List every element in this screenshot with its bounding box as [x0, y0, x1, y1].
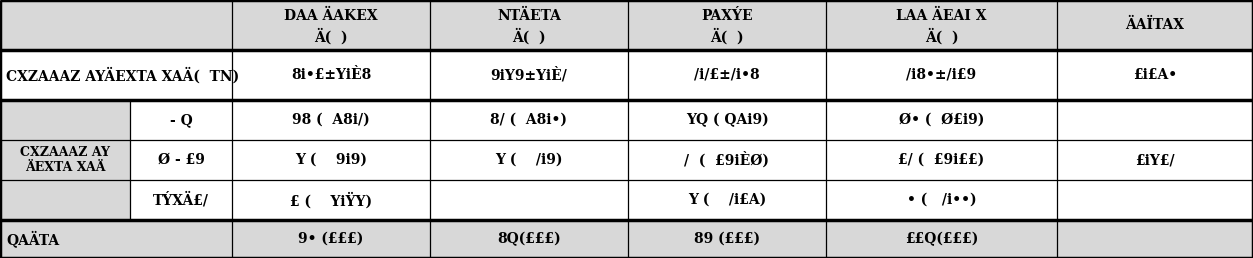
Text: 9iY9±YiÈ/: 9iY9±YiÈ/ [491, 67, 568, 83]
Text: CXZAAAZ AYÄEXTA XAÄ(  TN): CXZAAAZ AYÄEXTA XAÄ( TN) [6, 67, 239, 83]
Bar [130, 180, 232, 220]
Bar [232, 140, 430, 180]
Bar [130, 140, 232, 180]
Bar [430, 100, 628, 140]
Bar [826, 100, 1058, 140]
Bar [1058, 100, 1253, 140]
Text: Ä(  ): Ä( ) [925, 28, 959, 44]
Bar [628, 100, 826, 140]
Text: CXZAAAZ AY
ÄEXTA XAÄ: CXZAAAZ AY ÄEXTA XAÄ [20, 146, 110, 174]
Text: Ä(  ): Ä( ) [710, 28, 744, 44]
Bar [0, 220, 232, 258]
Text: PAXÝE: PAXÝE [702, 9, 753, 23]
Bar [232, 220, 430, 258]
Text: YQ ( QAi9): YQ ( QAi9) [685, 113, 768, 127]
Bar [826, 220, 1058, 258]
Text: Ø• (  Ø£i9): Ø• ( Ø£i9) [898, 113, 984, 127]
Bar [628, 140, 826, 180]
Bar [430, 220, 628, 258]
Text: 89 (£££): 89 (£££) [694, 232, 761, 246]
Text: LAA ÄEAI X: LAA ÄEAI X [896, 9, 987, 23]
Text: DAA ÄAKEX: DAA ÄAKEX [284, 9, 378, 23]
Text: 9• (£££): 9• (£££) [298, 232, 363, 246]
Bar [430, 0, 628, 50]
Bar [628, 180, 826, 220]
Bar [0, 50, 232, 100]
Text: 8/ (  A8i•): 8/ ( A8i•) [490, 113, 568, 127]
Text: Y (    /i£A): Y ( /i£A) [688, 193, 766, 207]
Bar [1058, 140, 1253, 180]
Bar [628, 220, 826, 258]
Bar [628, 0, 826, 50]
Text: Ä(  ): Ä( ) [315, 28, 348, 44]
Text: £ (    YiŸY): £ ( YiŸY) [289, 192, 372, 208]
Bar [1058, 0, 1253, 50]
Bar [826, 0, 1058, 50]
Bar [826, 50, 1058, 100]
Text: Y (    9i9): Y ( 9i9) [294, 153, 367, 167]
Bar [232, 0, 430, 50]
Text: /  (  £9iÈØ): / ( £9iÈØ) [684, 152, 769, 168]
Text: Y (    /i9): Y ( /i9) [495, 153, 563, 167]
Text: • (   /i••): • ( /i••) [907, 193, 976, 207]
Bar [232, 50, 430, 100]
Text: ÄAÏTAX: ÄAÏTAX [1125, 18, 1184, 32]
Text: TÝXÄ£/: TÝXÄ£/ [153, 192, 209, 208]
Bar [0, 0, 232, 50]
Bar [826, 140, 1058, 180]
Text: 8Q(£££): 8Q(£££) [497, 232, 561, 246]
Bar [1058, 220, 1253, 258]
Text: £/ (  £9i££): £/ ( £9i££) [898, 153, 985, 167]
Text: /i8•±/i£9: /i8•±/i£9 [906, 68, 976, 82]
Text: ££Q(£££): ££Q(£££) [905, 232, 979, 246]
Text: 98 (  A8i/): 98 ( A8i/) [292, 113, 370, 127]
Bar [1058, 50, 1253, 100]
Text: - Q: - Q [169, 113, 193, 127]
Bar [232, 180, 430, 220]
Text: Ø - £9: Ø - £9 [158, 153, 204, 167]
Text: QAÄTA: QAÄTA [6, 230, 59, 247]
Text: £i£A•: £i£A• [1133, 68, 1177, 82]
Bar [430, 50, 628, 100]
Text: NTÄETA: NTÄETA [497, 9, 561, 23]
Bar [826, 180, 1058, 220]
Bar [628, 50, 826, 100]
Bar [1058, 180, 1253, 220]
Text: £iY£/: £iY£/ [1135, 153, 1175, 167]
Text: 8i•£±YiÈ8: 8i•£±YiÈ8 [291, 68, 371, 82]
Bar [232, 100, 430, 140]
Bar [0, 100, 130, 220]
Bar [430, 140, 628, 180]
Text: Ä(  ): Ä( ) [512, 28, 546, 44]
Text: /i/£±/i•8: /i/£±/i•8 [694, 68, 759, 82]
Bar [430, 180, 628, 220]
Bar [130, 100, 232, 140]
